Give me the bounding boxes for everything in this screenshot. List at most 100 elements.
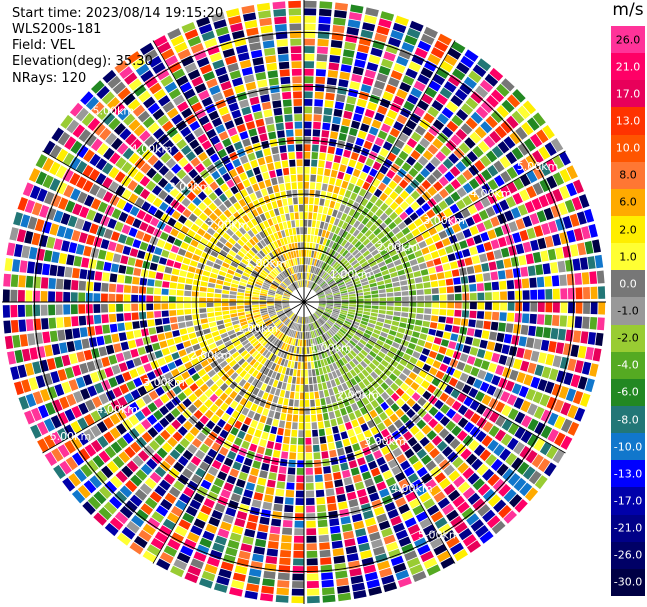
- velocity-gate: [166, 107, 179, 119]
- velocity-gate: [240, 235, 248, 244]
- velocity-gate: [335, 320, 343, 326]
- velocity-gate: [462, 534, 477, 547]
- velocity-gate: [409, 564, 424, 575]
- velocity-gate: [404, 550, 418, 561]
- velocity-gate: [241, 496, 252, 506]
- velocity-gate: [335, 393, 342, 402]
- velocity-gate: [20, 214, 31, 228]
- velocity-gate: [522, 290, 530, 300]
- velocity-gate: [325, 294, 333, 298]
- velocity-gate: [167, 28, 182, 40]
- velocity-gate: [523, 138, 536, 152]
- velocity-gate: [503, 333, 512, 344]
- velocity-gate: [199, 257, 207, 265]
- velocity-gate: [298, 197, 303, 204]
- velocity-gate: [360, 84, 372, 94]
- velocity-gate: [404, 517, 417, 528]
- velocity-gate: [431, 308, 439, 315]
- velocity-gate: [389, 413, 399, 423]
- velocity-gate: [66, 341, 76, 353]
- velocity-gate: [96, 260, 105, 271]
- velocity-gate: [363, 140, 373, 150]
- velocity-gate: [369, 316, 378, 321]
- velocity-gate: [333, 186, 340, 194]
- velocity-gate: [85, 399, 96, 412]
- velocity-gate: [140, 162, 152, 174]
- velocity-gate: [118, 211, 129, 223]
- velocity-gate: [271, 518, 282, 527]
- velocity-gate: [416, 466, 428, 478]
- velocity-gate: [409, 20, 424, 32]
- velocity-gate: [264, 211, 271, 220]
- velocity-gate: [126, 520, 140, 534]
- velocity-gate: [462, 345, 471, 354]
- velocity-gate: [75, 160, 88, 174]
- velocity-gate: [294, 265, 298, 273]
- velocity-gate: [285, 319, 291, 326]
- velocity-gate: [318, 160, 325, 168]
- velocity-gate: [525, 388, 536, 401]
- velocity-gate: [379, 293, 387, 298]
- velocity-gate: [498, 354, 508, 365]
- velocity-gate: [462, 195, 473, 206]
- velocity-gate: [147, 122, 160, 134]
- velocity-gate: [304, 339, 307, 347]
- velocity-gate: [315, 259, 320, 267]
- velocity-gate: [266, 322, 274, 329]
- velocity-gate: [489, 67, 504, 82]
- velocity-gate: [171, 114, 183, 125]
- velocity-gate: [399, 82, 412, 93]
- velocity-gate: [351, 402, 359, 412]
- velocity-gate: [177, 283, 185, 290]
- velocity-gate: [334, 263, 341, 270]
- velocity-gate: [190, 525, 203, 536]
- velocity-gate: [90, 247, 100, 258]
- velocity-gate: [267, 298, 274, 301]
- velocity-gate: [280, 358, 286, 366]
- velocity-gate: [528, 470, 542, 485]
- velocity-gate: [476, 403, 487, 415]
- velocity-gate: [429, 367, 438, 376]
- velocity-gate: [43, 140, 56, 155]
- velocity-gate: [438, 316, 446, 323]
- velocity-gate: [241, 106, 252, 116]
- velocity-gate: [269, 336, 276, 343]
- velocity-gate: [173, 336, 182, 344]
- velocity-gate: [225, 241, 233, 249]
- velocity-gate: [216, 320, 224, 326]
- velocity-gate: [65, 200, 76, 213]
- velocity-gate: [452, 369, 462, 379]
- velocity-gate: [422, 275, 430, 282]
- velocity-gate: [310, 407, 316, 415]
- velocity-gate: [348, 291, 356, 295]
- velocity-gate: [13, 381, 24, 396]
- velocity-gate: [513, 441, 525, 455]
- velocity-gate: [454, 88, 468, 101]
- velocity-gate: [511, 335, 520, 346]
- velocity-gate: [214, 187, 223, 197]
- velocity-gate: [217, 344, 226, 351]
- velocity-gate: [320, 557, 332, 565]
- velocity-gate: [251, 247, 258, 254]
- velocity-gate: [399, 179, 409, 189]
- velocity-gate: [439, 87, 453, 99]
- velocity-gate: [293, 550, 304, 558]
- velocity-gate: [191, 303, 199, 308]
- velocity-gate: [405, 387, 415, 397]
- velocity-gate: [103, 228, 113, 239]
- velocity-gate: [331, 225, 337, 233]
- velocity-gate: [285, 328, 291, 335]
- velocity-gate: [445, 420, 456, 432]
- velocity-gate: [213, 477, 225, 488]
- velocity-gate: [281, 382, 287, 390]
- velocity-gate: [247, 202, 255, 211]
- velocity-gate: [44, 344, 53, 357]
- velocity-gate: [236, 182, 245, 191]
- velocity-gate: [335, 486, 345, 495]
- colorbar-segment: [611, 351, 645, 380]
- velocity-gate: [212, 542, 225, 553]
- velocity-gate: [325, 275, 332, 282]
- velocity-gate: [91, 101, 105, 116]
- velocity-gate: [318, 205, 324, 214]
- velocity-gate: [405, 195, 415, 205]
